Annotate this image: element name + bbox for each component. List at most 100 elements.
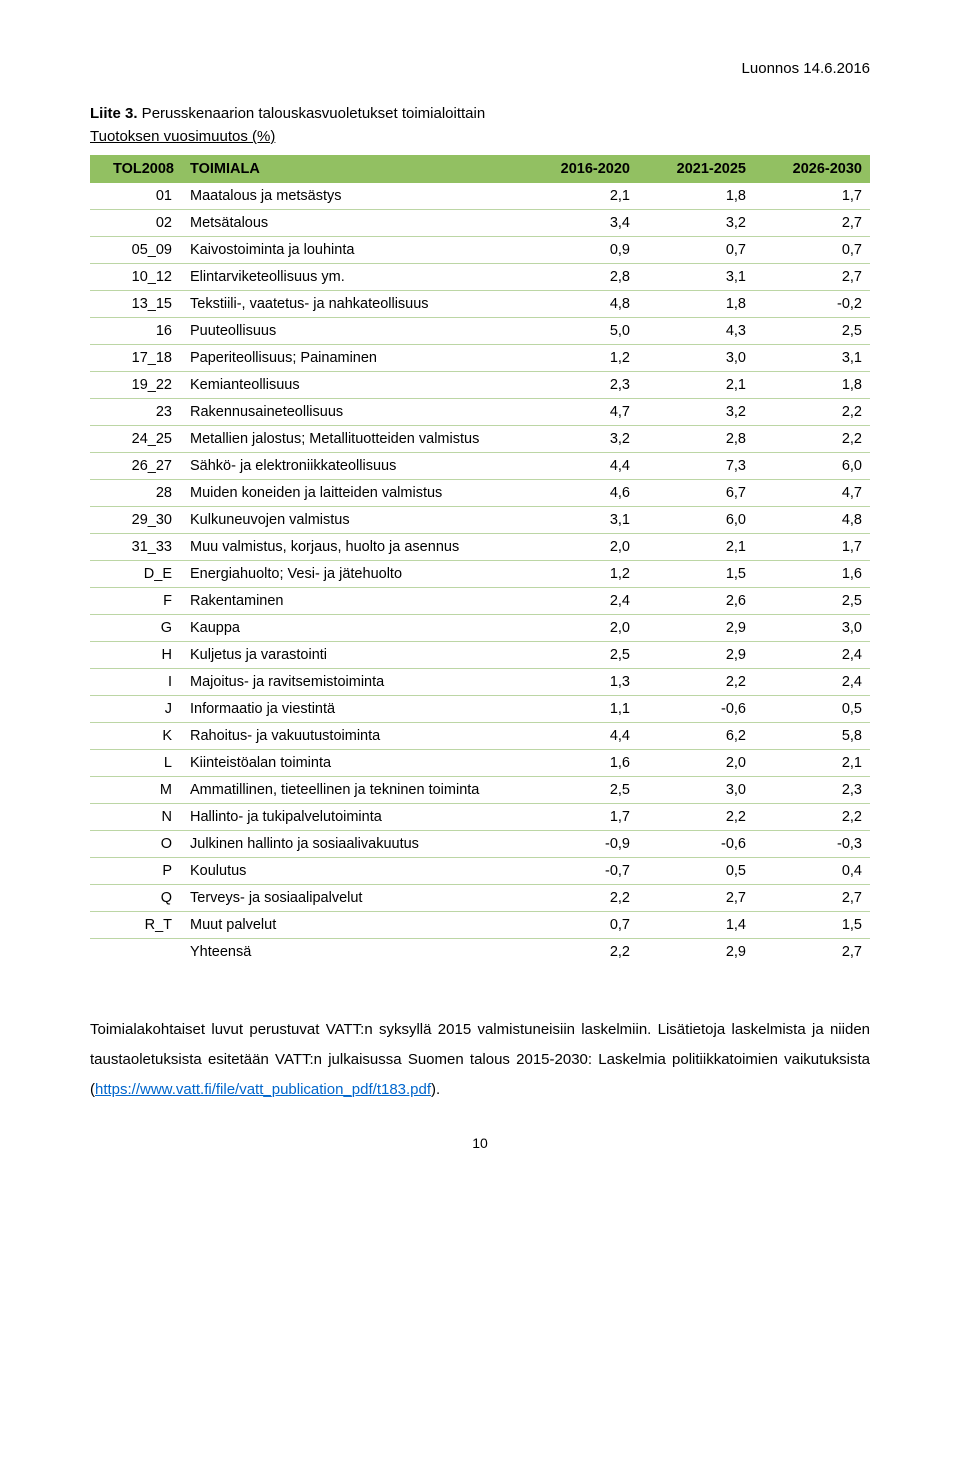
table-row: 19_22Kemianteollisuus2,32,11,8: [90, 372, 870, 399]
table-subtitle: Tuotoksen vuosimuutos (%): [90, 128, 870, 145]
row-value: 3,2: [522, 426, 638, 453]
table-row: QTerveys- ja sosiaalipalvelut2,22,72,7: [90, 885, 870, 912]
table-row: 13_15Tekstiili-, vaatetus- ja nahkateoll…: [90, 291, 870, 318]
row-value: 2,0: [522, 615, 638, 642]
table-row: R_TMuut palvelut0,71,41,5: [90, 912, 870, 939]
row-label: Kaivostoiminta ja louhinta: [182, 237, 522, 264]
row-value: 2,4: [754, 642, 870, 669]
row-value: 4,6: [522, 480, 638, 507]
row-value: 6,2: [638, 723, 754, 750]
row-value: 2,1: [638, 534, 754, 561]
row-code: L: [90, 750, 182, 777]
row-value: 2,5: [754, 588, 870, 615]
row-value: 4,7: [754, 480, 870, 507]
row-value: 0,5: [638, 858, 754, 885]
row-value: 3,2: [638, 399, 754, 426]
row-value: 2,0: [638, 750, 754, 777]
row-value: 1,3: [522, 669, 638, 696]
table-row: PKoulutus-0,70,50,4: [90, 858, 870, 885]
row-value: 0,4: [754, 858, 870, 885]
table-row: 17_18Paperiteollisuus; Painaminen1,23,03…: [90, 345, 870, 372]
row-label: Terveys- ja sosiaalipalvelut: [182, 885, 522, 912]
row-code: 19_22: [90, 372, 182, 399]
row-label: Julkinen hallinto ja sosiaalivakuutus: [182, 831, 522, 858]
row-label: Elintarviketeollisuus ym.: [182, 264, 522, 291]
appendix-title: Liite 3. Perusskenaarion talouskasvuolet…: [90, 105, 870, 122]
row-label: Tekstiili-, vaatetus- ja nahkateollisuus: [182, 291, 522, 318]
row-code: 01: [90, 183, 182, 210]
row-value: 0,5: [754, 696, 870, 723]
row-value: 2,9: [638, 939, 754, 966]
row-label: Kuljetus ja varastointi: [182, 642, 522, 669]
row-value: 2,2: [754, 426, 870, 453]
row-value: 4,7: [522, 399, 638, 426]
row-code: I: [90, 669, 182, 696]
row-code: P: [90, 858, 182, 885]
row-code: G: [90, 615, 182, 642]
row-label: Informaatio ja viestintä: [182, 696, 522, 723]
footnote-link[interactable]: https://www.vatt.fi/file/vatt_publicatio…: [95, 1081, 431, 1098]
row-value: 2,2: [522, 939, 638, 966]
row-code: R_T: [90, 912, 182, 939]
row-value: 2,7: [754, 885, 870, 912]
row-label: Rakennusaineteollisuus: [182, 399, 522, 426]
row-label: Kulkuneuvojen valmistus: [182, 507, 522, 534]
row-label: Hallinto- ja tukipalvelutoiminta: [182, 804, 522, 831]
row-label: Koulutus: [182, 858, 522, 885]
row-value: 2,7: [754, 264, 870, 291]
row-value: 2,3: [522, 372, 638, 399]
row-value: 2,9: [638, 615, 754, 642]
row-value: -0,3: [754, 831, 870, 858]
row-value: -0,9: [522, 831, 638, 858]
row-value: 3,0: [638, 345, 754, 372]
row-value: 1,2: [522, 561, 638, 588]
row-value: 1,7: [754, 534, 870, 561]
row-label: Kiinteistöalan toiminta: [182, 750, 522, 777]
row-value: 2,4: [522, 588, 638, 615]
row-value: 5,0: [522, 318, 638, 345]
table-row: JInformaatio ja viestintä1,1-0,60,5: [90, 696, 870, 723]
row-code: M: [90, 777, 182, 804]
table-row: 26_27Sähkö- ja elektroniikkateollisuus4,…: [90, 453, 870, 480]
row-value: 2,9: [638, 642, 754, 669]
table-row: 23Rakennusaineteollisuus4,73,22,2: [90, 399, 870, 426]
row-label: Muu valmistus, korjaus, huolto ja asennu…: [182, 534, 522, 561]
row-value: 1,8: [754, 372, 870, 399]
row-label: Puuteollisuus: [182, 318, 522, 345]
row-label: Rahoitus- ja vakuutustoiminta: [182, 723, 522, 750]
row-code: 10_12: [90, 264, 182, 291]
row-code: N: [90, 804, 182, 831]
row-value: 3,0: [754, 615, 870, 642]
row-value: 2,2: [754, 399, 870, 426]
row-code: 05_09: [90, 237, 182, 264]
row-value: 1,7: [754, 183, 870, 210]
row-code: F: [90, 588, 182, 615]
industry-table: TOL2008 TOIMIALA 2016-2020 2021-2025 202…: [90, 155, 870, 965]
footnote-paragraph: Toimialakohtaiset luvut perustuvat VATT:…: [90, 1015, 870, 1105]
table-row: D_EEnergiahuolto; Vesi- ja jätehuolto1,2…: [90, 561, 870, 588]
row-value: 1,7: [522, 804, 638, 831]
row-code: 26_27: [90, 453, 182, 480]
row-value: 2,2: [638, 804, 754, 831]
row-code: 02: [90, 210, 182, 237]
row-value: 7,3: [638, 453, 754, 480]
table-row: 16Puuteollisuus5,04,32,5: [90, 318, 870, 345]
table-row: 31_33Muu valmistus, korjaus, huolto ja a…: [90, 534, 870, 561]
row-value: 6,0: [638, 507, 754, 534]
row-code: H: [90, 642, 182, 669]
table-row: Yhteensä2,22,92,7: [90, 939, 870, 966]
row-value: 3,2: [638, 210, 754, 237]
row-code: K: [90, 723, 182, 750]
row-code: 28: [90, 480, 182, 507]
row-code: 16: [90, 318, 182, 345]
row-value: 1,6: [754, 561, 870, 588]
row-code: 13_15: [90, 291, 182, 318]
row-code: O: [90, 831, 182, 858]
col-code: TOL2008: [90, 155, 182, 183]
table-header-row: TOL2008 TOIMIALA 2016-2020 2021-2025 202…: [90, 155, 870, 183]
row-value: 2,2: [522, 885, 638, 912]
row-label: Maatalous ja metsästys: [182, 183, 522, 210]
row-value: 1,1: [522, 696, 638, 723]
row-label: Muut palvelut: [182, 912, 522, 939]
row-value: 0,7: [638, 237, 754, 264]
